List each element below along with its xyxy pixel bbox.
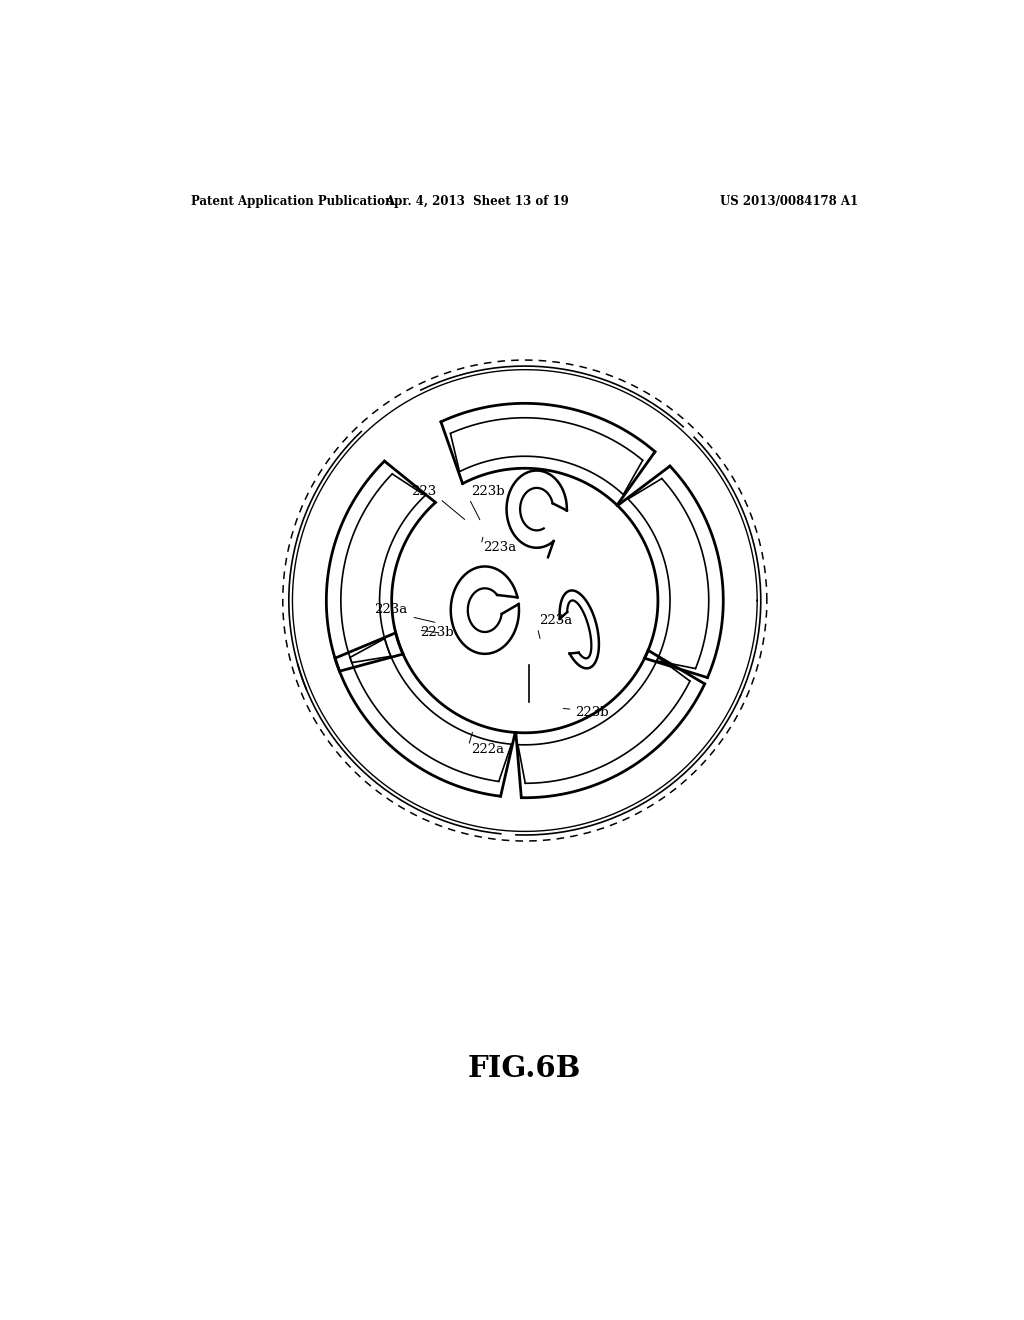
Text: US 2013/0084178 A1: US 2013/0084178 A1 (720, 194, 858, 207)
Text: 223b: 223b (471, 486, 505, 498)
Text: 223a: 223a (539, 614, 572, 627)
Text: 223b: 223b (574, 706, 608, 719)
Ellipse shape (287, 363, 763, 837)
Text: 223b: 223b (420, 626, 454, 639)
Text: 223: 223 (411, 486, 436, 498)
Text: 223a: 223a (374, 603, 408, 616)
Text: FIG.6B: FIG.6B (468, 1053, 582, 1082)
Text: 222a: 222a (471, 743, 504, 756)
Text: 223a: 223a (482, 541, 516, 554)
Text: Apr. 4, 2013  Sheet 13 of 19: Apr. 4, 2013 Sheet 13 of 19 (385, 194, 569, 207)
Text: Patent Application Publication: Patent Application Publication (191, 194, 394, 207)
